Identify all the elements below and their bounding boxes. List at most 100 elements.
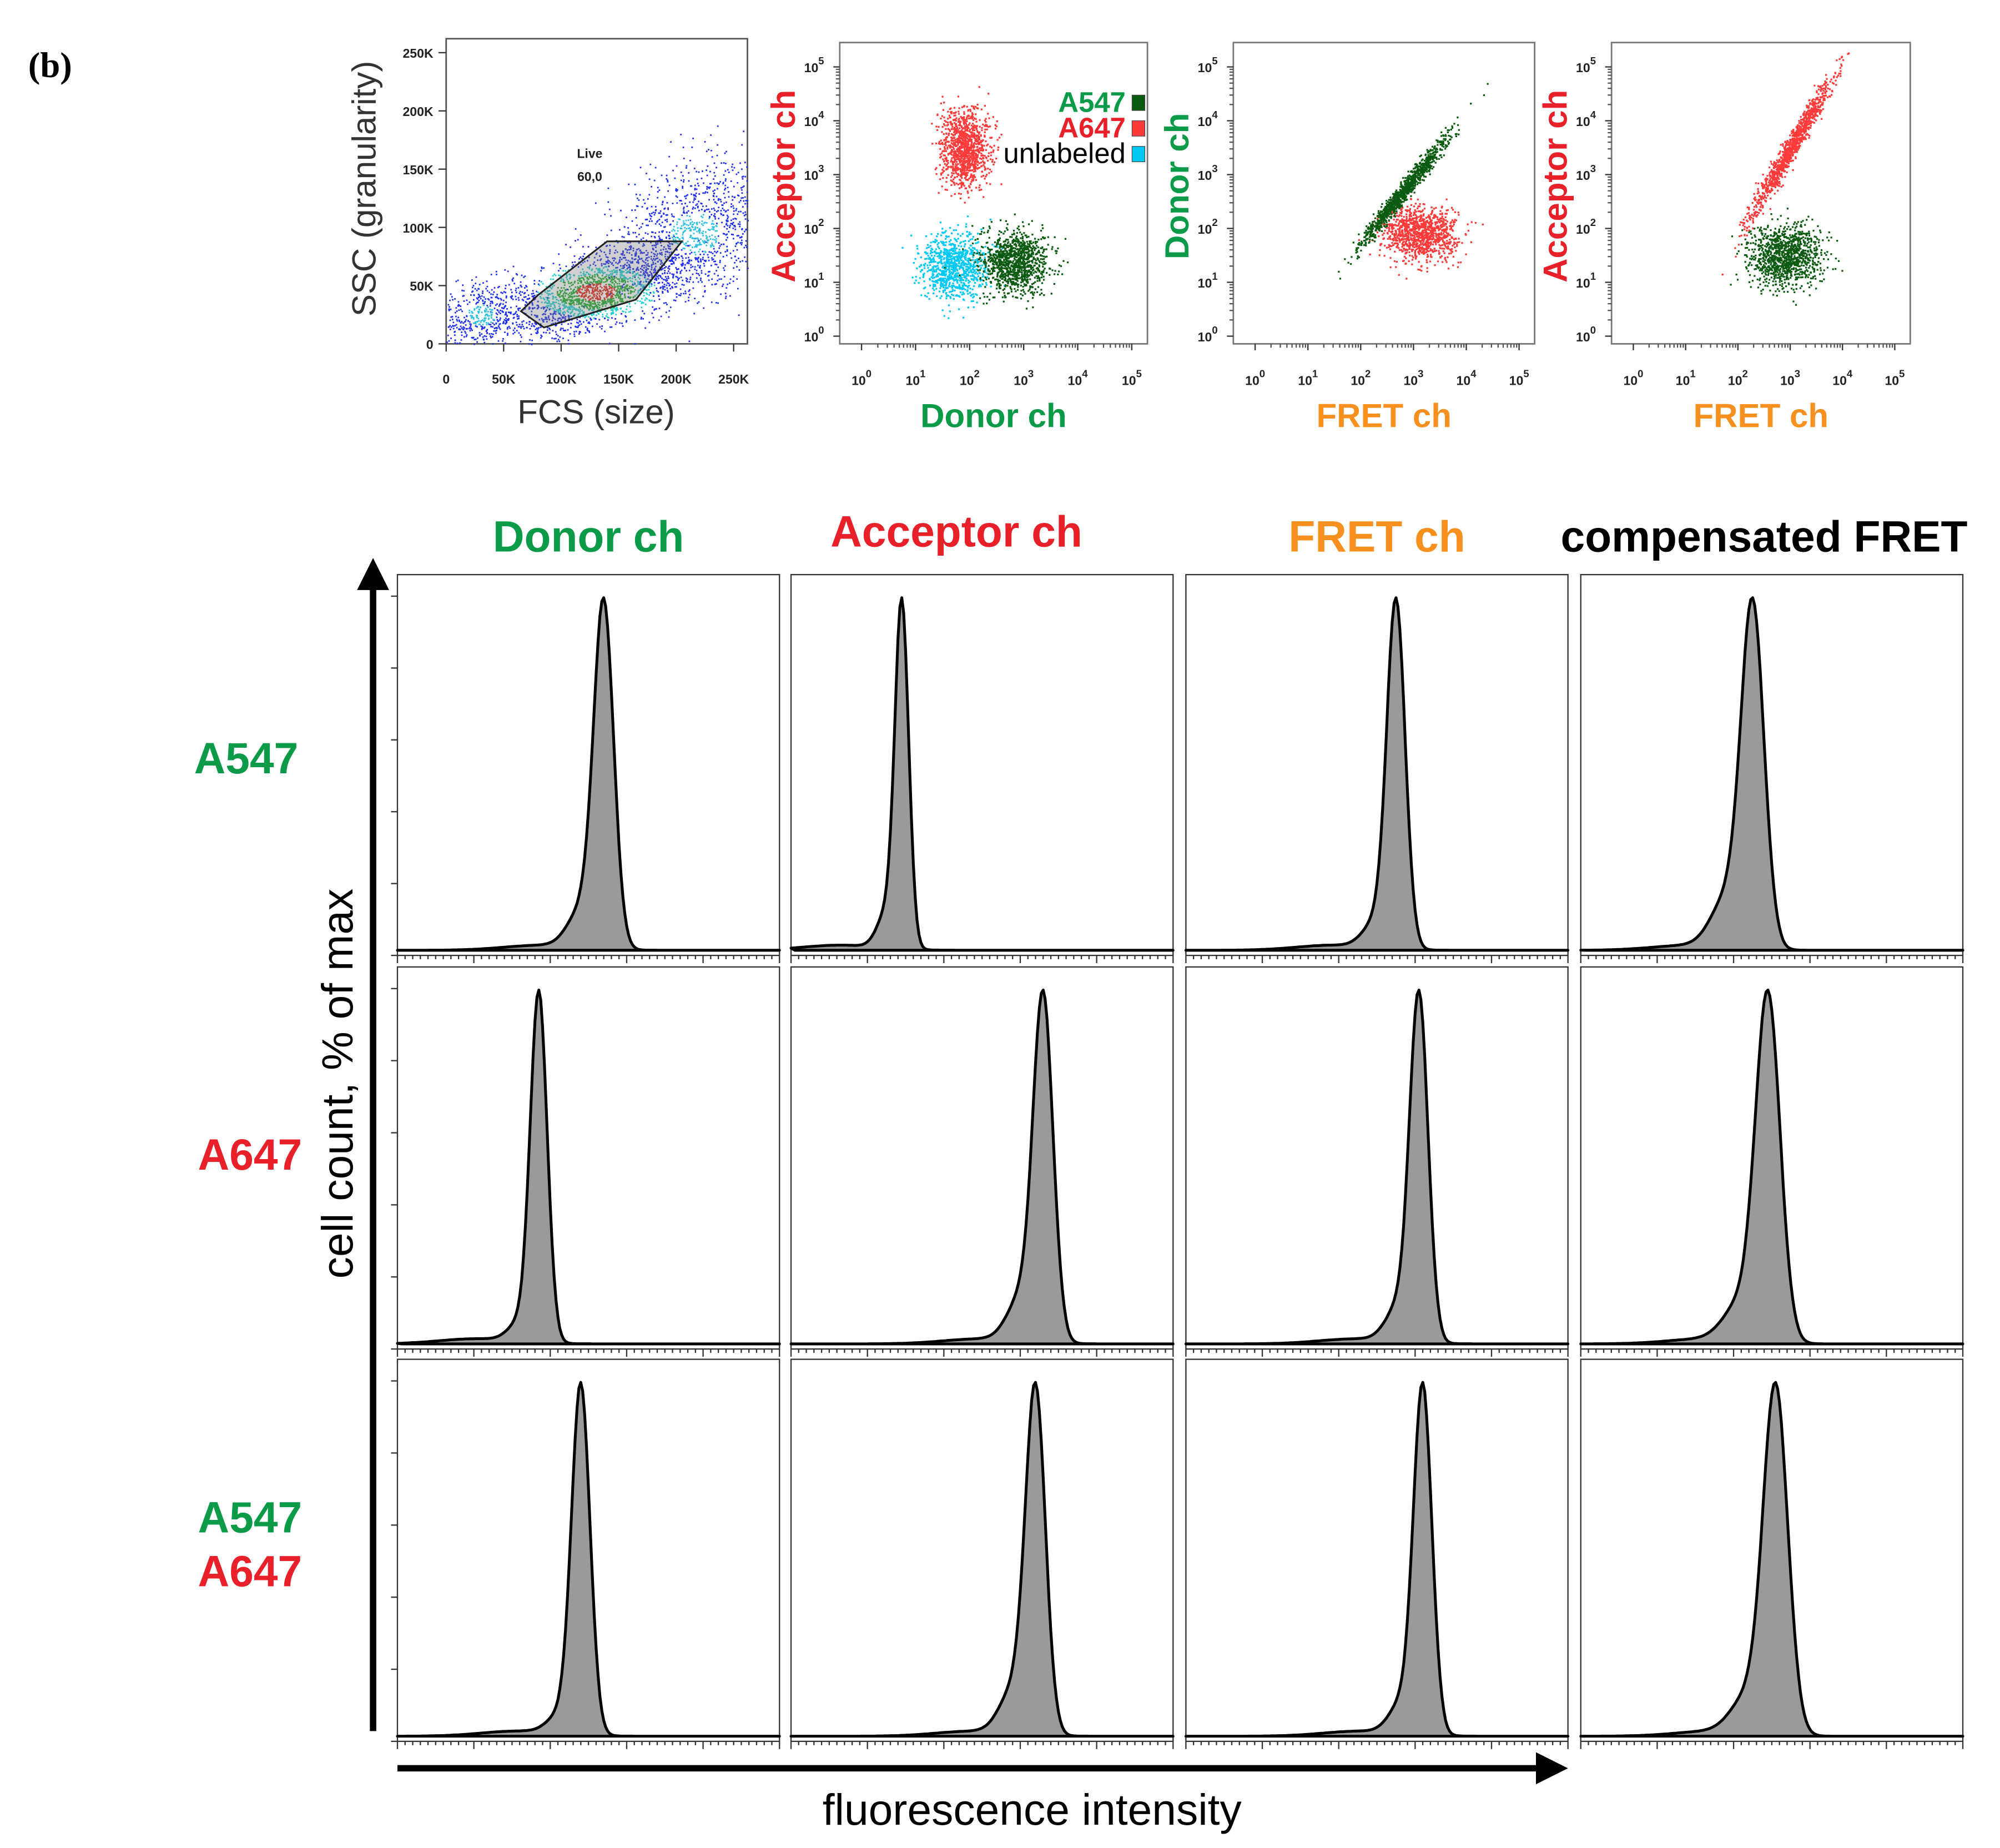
event-dot-unlabeled — [969, 288, 971, 290]
event-dot — [613, 287, 615, 289]
event-dot — [606, 303, 608, 305]
event-dot — [598, 319, 601, 321]
event-dot — [602, 271, 604, 274]
event-dot-A647 — [988, 117, 990, 119]
event-dot — [716, 167, 717, 169]
event-dot-unlabeled — [962, 268, 964, 271]
event-dot — [626, 216, 627, 219]
event-dot — [497, 297, 498, 299]
event-dot — [611, 279, 613, 281]
event-dot-unlabeled — [971, 265, 974, 268]
event-dot — [627, 231, 629, 233]
event-dot — [526, 322, 528, 324]
event-dot — [675, 233, 677, 235]
event-dot — [576, 308, 577, 310]
event-dot-A647 — [974, 133, 976, 135]
event-dot — [716, 154, 718, 157]
event-dot — [607, 293, 609, 294]
event-dot-unlabeled — [948, 278, 950, 280]
event-dot — [596, 297, 598, 299]
event-dot — [552, 301, 555, 304]
event-dot — [586, 328, 588, 330]
event-dot — [604, 310, 607, 312]
event-dot — [612, 298, 614, 300]
event-dot — [611, 287, 613, 289]
event-dot-A647 — [947, 110, 949, 113]
event-dot — [697, 273, 699, 275]
event-dot — [491, 300, 493, 303]
event-dot — [604, 271, 606, 274]
event-dot — [461, 321, 463, 323]
event-dot — [631, 278, 633, 280]
event-dot-unlabeled — [929, 257, 931, 260]
event-dot — [450, 316, 452, 318]
event-dot — [486, 305, 488, 306]
event-dot — [614, 323, 617, 325]
event-dot-unlabeled — [913, 261, 915, 264]
event-dot-unlabeled — [964, 275, 966, 278]
event-dot-unlabeled — [931, 266, 934, 268]
event-dot — [700, 260, 702, 262]
event-dot — [596, 306, 598, 308]
event-dot — [732, 199, 734, 201]
event-dot — [471, 316, 473, 318]
event-dot — [657, 253, 658, 255]
event-dot-A647 — [1000, 133, 1002, 136]
event-dot — [473, 308, 476, 310]
event-dot — [627, 266, 629, 269]
event-dot — [487, 315, 489, 317]
event-dot — [619, 296, 621, 298]
event-dot-unlabeled — [945, 273, 948, 275]
event-dot — [604, 254, 607, 256]
event-dot — [447, 304, 450, 306]
event-dot — [579, 288, 581, 290]
event-dot — [714, 175, 716, 177]
event-dot — [693, 238, 696, 240]
event-dot — [505, 320, 507, 321]
event-dot-unlabeled — [966, 285, 969, 288]
event-dot-unlabeled — [964, 252, 966, 254]
event-dot — [586, 291, 588, 294]
event-dot — [666, 220, 668, 223]
event-dot — [632, 271, 634, 273]
event-dot — [587, 283, 589, 285]
event-dot — [537, 328, 539, 330]
event-dot — [627, 227, 629, 229]
event-dot — [552, 295, 554, 298]
event-dot — [600, 278, 602, 280]
event-dot — [547, 290, 548, 292]
event-dot — [596, 252, 598, 254]
event-dot-unlabeled — [927, 266, 929, 269]
event-dot — [613, 257, 616, 259]
event-dot — [726, 239, 727, 241]
event-dot — [478, 332, 481, 334]
event-dot — [520, 340, 522, 343]
event-dot — [706, 222, 708, 224]
event-dot — [537, 305, 539, 306]
event-dot — [636, 268, 638, 270]
event-dot — [707, 192, 708, 194]
event-dot — [531, 310, 533, 313]
event-dot-unlabeled — [966, 235, 969, 238]
event-dot — [588, 290, 590, 293]
event-dot — [690, 229, 692, 230]
event-dot — [478, 299, 480, 301]
event-dot-A647 — [966, 169, 968, 171]
event-dot-unlabeled — [920, 269, 923, 271]
event-dot — [724, 293, 727, 294]
event-dot-A647 — [963, 153, 966, 155]
event-dot — [647, 265, 649, 267]
event-dot-unlabeled — [956, 272, 959, 274]
event-dot — [573, 308, 576, 310]
event-dot — [677, 279, 679, 281]
event-dot — [706, 186, 708, 188]
event-dot — [667, 179, 668, 182]
event-dot-unlabeled — [974, 265, 976, 268]
event-dot — [454, 325, 456, 327]
event-dot — [732, 250, 734, 252]
event-dot — [600, 290, 602, 293]
event-dot — [714, 250, 716, 253]
event-dot-unlabeled — [954, 247, 956, 250]
event-dot — [547, 316, 550, 319]
event-dot — [627, 281, 629, 283]
